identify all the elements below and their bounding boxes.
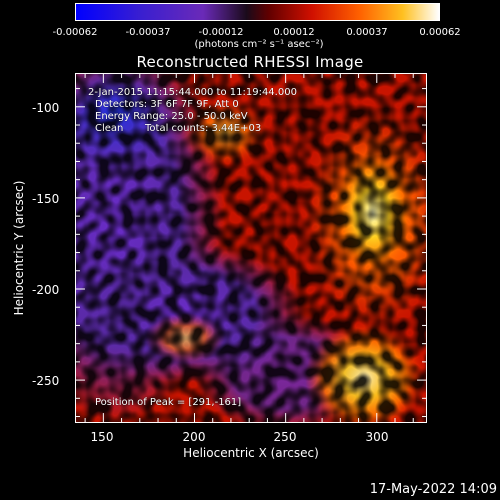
peak-position-annotation: Position of Peak = [291,-161] <box>95 397 242 408</box>
y-tick-label: -250 <box>32 374 60 388</box>
x-tick-label: 300 <box>365 430 389 444</box>
colorbar <box>75 3 440 21</box>
x-tick-label: 200 <box>182 430 206 444</box>
colorbar-tick-label: -0.00037 <box>125 27 171 38</box>
chart-title: Reconstructed RHESSI Image <box>136 53 364 71</box>
timestamp: 17-May-2022 14:09 <box>369 482 497 497</box>
detectors-annotation: Detectors: 3F 6F 7F 9F, Att 0 <box>95 99 239 110</box>
colorbar-tick-label: 0.00062 <box>419 27 461 38</box>
y-axis-label: Heliocentric Y (arcsec) <box>12 180 26 316</box>
colorbar-tick-label: 0.00037 <box>346 27 388 38</box>
y-tick-label: -150 <box>32 192 60 206</box>
colorbar-unit-label: (photons cm⁻² s⁻¹ asec⁻²) <box>194 39 324 50</box>
colorbar-tick-label: -0.00062 <box>52 27 98 38</box>
x-tick-label: 250 <box>273 430 297 444</box>
total-counts-annotation: Total counts: 3.44E+03 <box>145 123 262 134</box>
energy-range-annotation: Energy Range: 25.0 - 50.0 keV <box>95 111 248 122</box>
heatmap-image <box>75 73 427 423</box>
colorbar-tick-label: 0.00012 <box>273 27 315 38</box>
x-tick-label: 150 <box>90 430 114 444</box>
algorithm-annotation: Clean <box>95 123 124 134</box>
y-tick-label: -100 <box>32 101 60 115</box>
y-tick-label: -200 <box>32 283 60 297</box>
time-range-annotation: 2-Jan-2015 11:15:44.000 to 11:19:44.000 <box>88 87 297 98</box>
colorbar-tick-label: -0.00012 <box>198 27 244 38</box>
x-axis-label: Heliocentric X (arcsec) <box>183 446 319 460</box>
